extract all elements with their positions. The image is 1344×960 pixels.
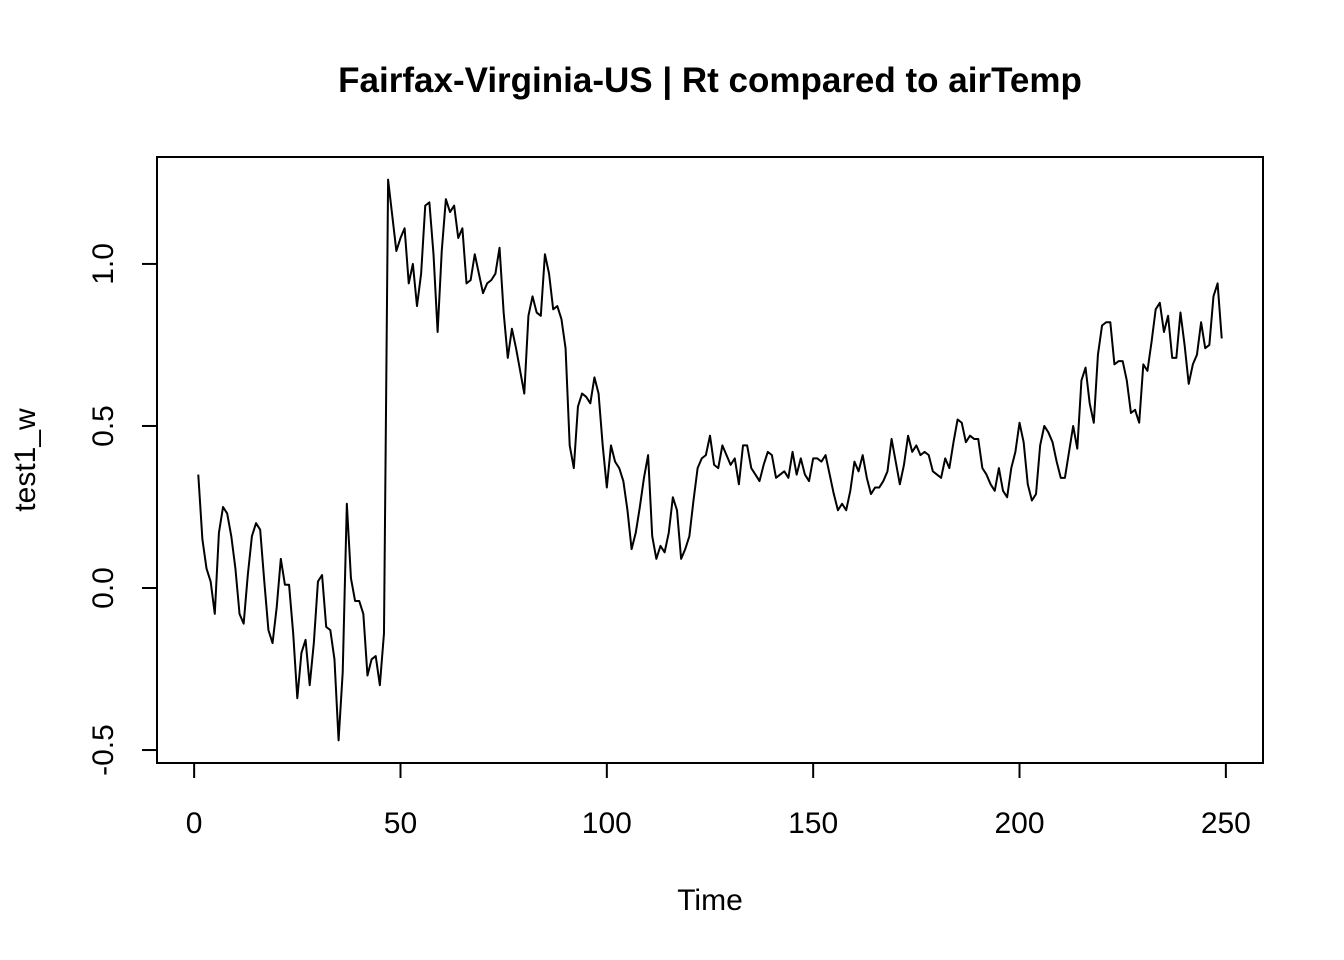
x-tick-label: 0 <box>186 807 203 840</box>
y-axis: -0.5 0.0 0.5 1.0 <box>87 243 158 776</box>
y-axis-label: test1_w <box>9 408 42 512</box>
x-tick-label: 50 <box>384 807 417 840</box>
y-tick-label: 1.0 <box>87 243 120 285</box>
y-tick-label: 0.5 <box>87 405 120 447</box>
plot-frame <box>156 156 1264 764</box>
chart-title: Fairfax-Virginia-US | Rt compared to air… <box>338 61 1082 100</box>
y-tick-label: -0.5 <box>87 724 120 776</box>
x-tick-label: 200 <box>994 807 1044 840</box>
x-axis: 0 50 100 150 200 250 <box>186 762 1251 840</box>
x-tick-label: 100 <box>582 807 632 840</box>
x-axis-label: Time <box>677 884 743 917</box>
y-tick-label: 0.0 <box>87 567 120 609</box>
x-tick-label: 150 <box>788 807 838 840</box>
series-line <box>197 178 1223 742</box>
x-tick-label: 250 <box>1201 807 1251 840</box>
